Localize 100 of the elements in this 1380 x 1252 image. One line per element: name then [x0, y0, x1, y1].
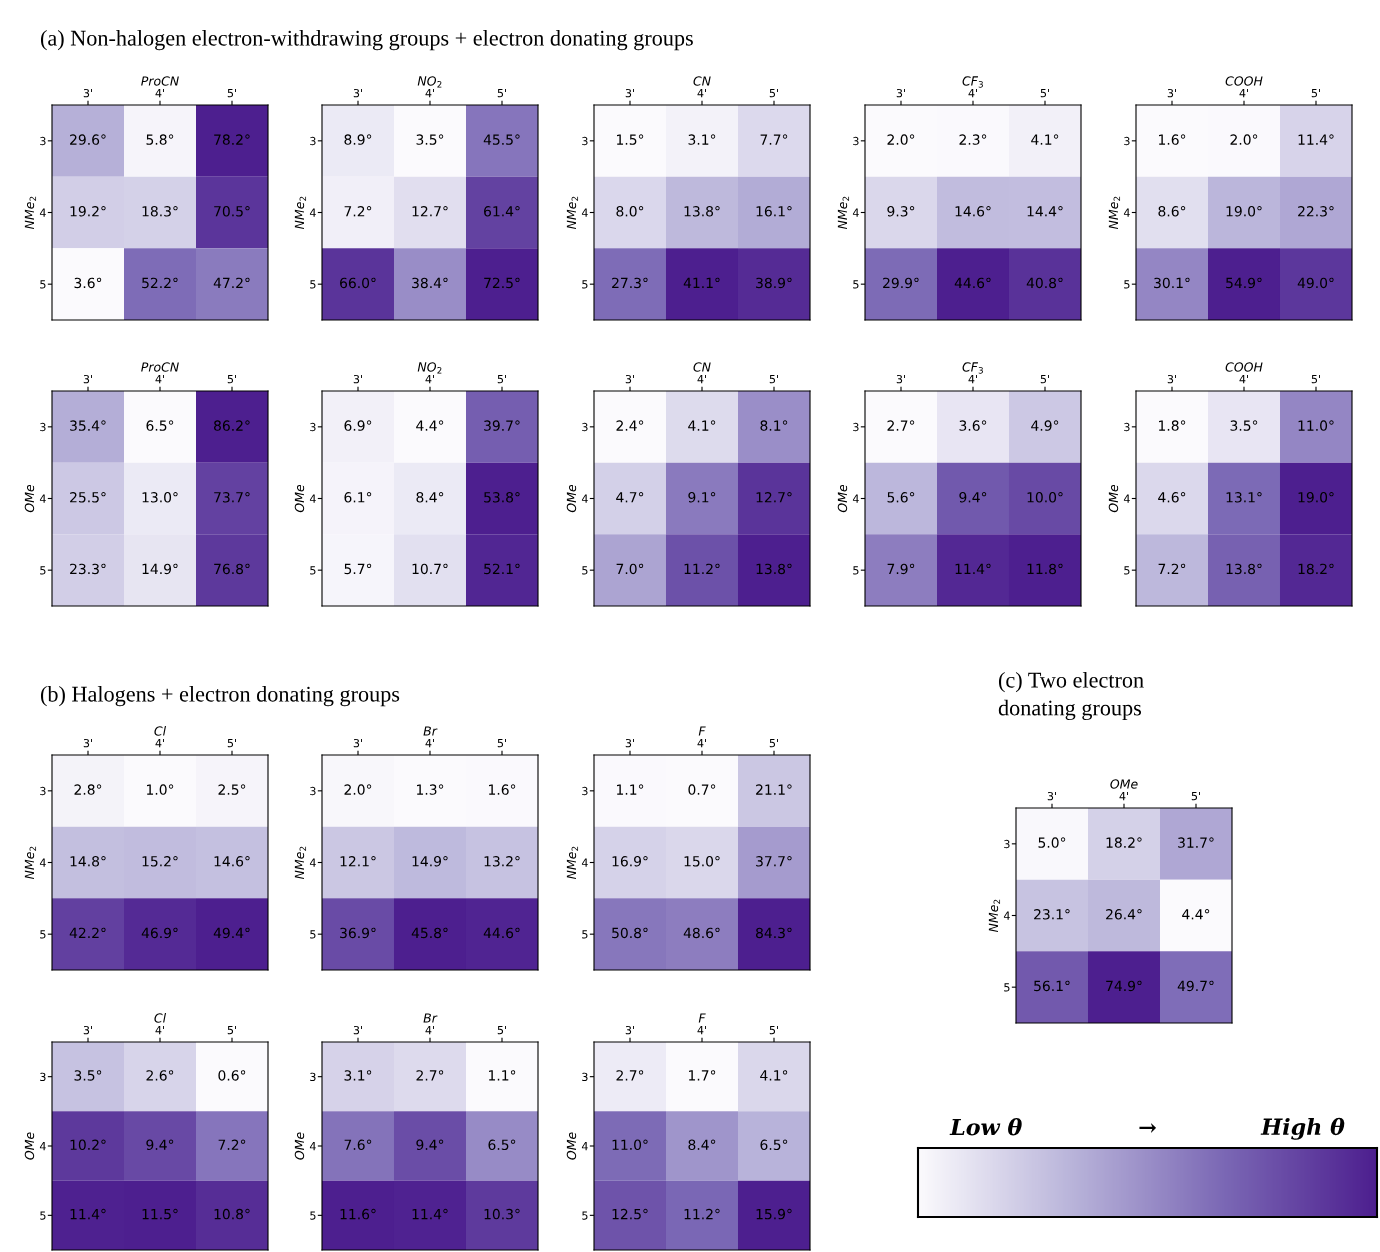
data-label: 38.4°: [412, 277, 448, 289]
data-label: 14.6°: [955, 206, 991, 217]
chart-title: NO$_{2}$: [417, 76, 442, 88]
data-label: 11.4°: [955, 563, 991, 574]
text: (b) Halogens + electron donating groups: [40, 686, 400, 707]
y-tick-label: 3: [40, 1072, 46, 1082]
data-label: 48.6°: [683, 927, 720, 939]
x-tick-label: 5': [497, 375, 506, 384]
x-tick-label: 3': [353, 88, 362, 98]
y-tick-label: 4: [39, 208, 46, 217]
data-label: 13.8°: [756, 563, 792, 575]
x-tick-label: 4': [155, 89, 164, 98]
data-label: 7.2°: [218, 1139, 246, 1150]
data-label: 5.0°: [1038, 837, 1066, 848]
chart-title: OMe: [1110, 779, 1138, 789]
y-tick-label: 5: [40, 566, 46, 575]
data-label: 7.9°: [887, 563, 915, 575]
y-axis-title: NMe$_{2}$: [294, 846, 307, 880]
y-tick-label: 5: [310, 566, 316, 575]
chart-title: CN: [693, 362, 711, 372]
data-label: 15.0°: [684, 856, 720, 867]
data-label: 3.5°: [416, 134, 444, 145]
data-label: 2.3°: [959, 134, 987, 145]
x-tick-label: 3': [625, 374, 634, 384]
data-label: 11.4°: [1298, 134, 1334, 145]
data-label: 1.8°: [1159, 420, 1186, 431]
data-label: 37.7°: [756, 856, 792, 867]
data-label: 4.4°: [416, 420, 444, 431]
data-label: 18.2°: [1106, 837, 1142, 848]
data-label: 11.4°: [70, 1208, 106, 1220]
y-tick-label: 3: [582, 786, 588, 796]
y-tick-label: 3: [40, 422, 46, 432]
data-label: 9.4°: [959, 492, 987, 503]
data-label: 2.0°: [1230, 134, 1258, 145]
data-label: 9.4°: [416, 1139, 444, 1151]
y-tick-label: 4: [309, 494, 316, 503]
data-label: 3.5°: [1230, 420, 1258, 431]
data-label: 14.4°: [1027, 206, 1063, 217]
data-label: 10.2°: [70, 1139, 106, 1151]
data-label: 1.0°: [147, 784, 174, 795]
data-label: 1.7°: [689, 1070, 716, 1081]
y-tick-label: 3: [40, 136, 46, 146]
y-tick-label: 4: [39, 858, 46, 867]
data-label: 52.1°: [484, 563, 520, 575]
data-label: 45.5°: [483, 134, 520, 145]
x-tick-label: 3': [625, 738, 634, 748]
data-label: 27.3°: [612, 277, 648, 289]
y-tick-label: 3: [582, 136, 588, 146]
data-label: 40.8°: [1026, 277, 1063, 289]
data-label: 35.4°: [70, 420, 106, 431]
x-tick-label: 3': [625, 88, 634, 98]
x-tick-label: 4': [1119, 792, 1128, 801]
data-label: 10.7°: [412, 563, 448, 575]
chart-title: F: [698, 1013, 706, 1023]
data-label: 11.6°: [340, 1208, 376, 1220]
data-label: 52.2°: [142, 277, 178, 289]
data-label: 86.2°: [214, 420, 250, 431]
y-tick-label: 4: [309, 1142, 316, 1151]
chart-title: ProCN: [141, 76, 179, 86]
data-label: 7.6°: [344, 1139, 372, 1151]
data-label: 72.5°: [484, 277, 520, 289]
data-label: 16.9°: [612, 856, 648, 867]
y-tick-label: 5: [1124, 566, 1130, 575]
y-tick-label: 3: [853, 136, 859, 146]
text: (c) Two electron donating groups: [998, 672, 1144, 721]
y-tick-label: 5: [310, 1211, 316, 1220]
data-label: 54.9°: [1226, 277, 1262, 289]
data-label: 23.1°: [1034, 909, 1070, 920]
y-tick-label: 4: [852, 494, 859, 503]
data-label: 2.7°: [416, 1070, 444, 1081]
data-label: 8.4°: [688, 1139, 716, 1151]
data-label: 4.4°: [1182, 909, 1210, 920]
y-axis-title: NMe$_{2}$: [294, 196, 307, 230]
data-label: 38.9°: [756, 277, 792, 289]
data-label: 11.5°: [142, 1208, 178, 1220]
data-label: 6.5°: [146, 420, 174, 431]
x-tick-label: 4': [968, 375, 977, 384]
x-tick-label: 5': [227, 89, 236, 98]
data-label: 11.2°: [684, 1208, 720, 1220]
x-tick-label: 5': [497, 1026, 506, 1035]
data-label: 8.6°: [1158, 206, 1186, 217]
x-tick-label: 5': [1040, 89, 1049, 98]
data-label: 30.1°: [1154, 277, 1190, 289]
x-tick-label: 4': [1239, 89, 1248, 98]
y-tick-label: 3: [1004, 839, 1010, 849]
data-label: 2.4°: [616, 420, 644, 431]
data-label: 0.7°: [688, 784, 716, 795]
chart-title: COOH: [1225, 76, 1263, 86]
data-label: 66.0°: [340, 277, 376, 289]
chart-title: Cl: [154, 1013, 167, 1023]
x-tick-label: 3': [353, 1025, 362, 1035]
data-label: 9.1°: [688, 492, 716, 503]
data-label: 23.3°: [70, 563, 106, 575]
y-axis-title: OMe: [1108, 484, 1119, 513]
y-tick-label: 4: [39, 1142, 46, 1151]
data-label: 45.8°: [411, 927, 448, 939]
y-tick-label: 3: [310, 1072, 316, 1082]
x-tick-label: 5': [497, 89, 506, 98]
data-label: 11.0°: [1298, 420, 1334, 431]
data-label: 73.7°: [214, 492, 250, 503]
